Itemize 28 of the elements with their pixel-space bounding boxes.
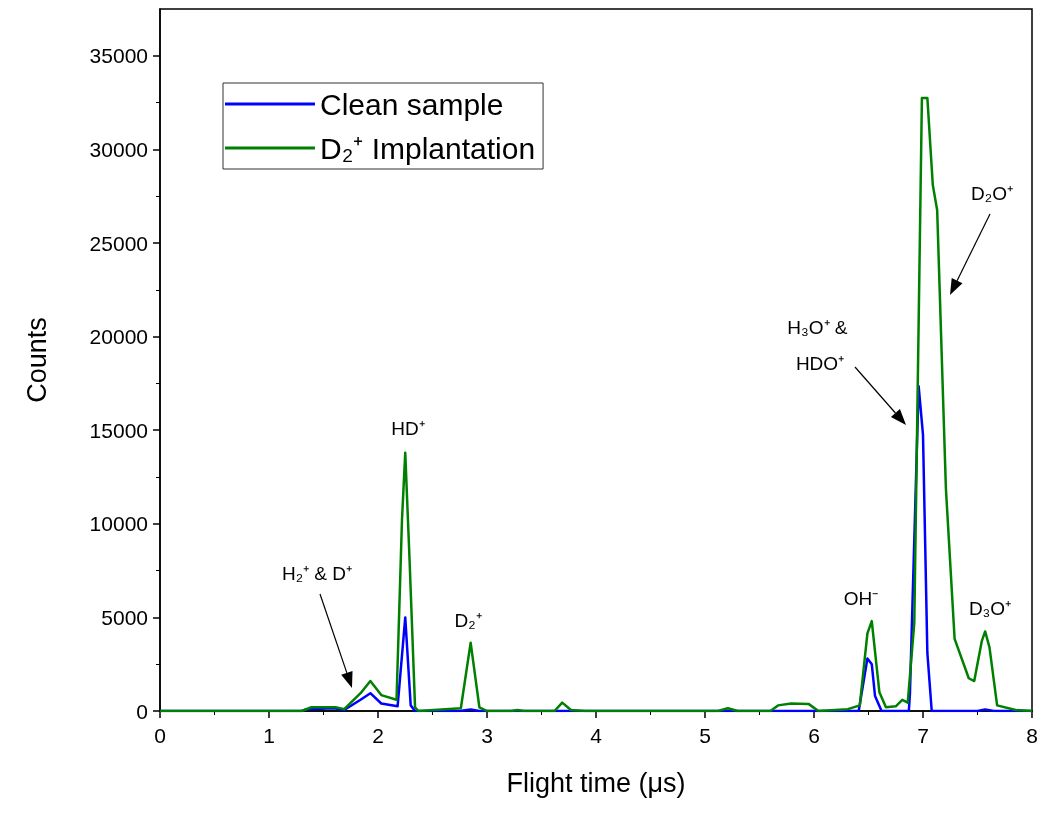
- annotation: H₂⁺ & D⁺: [281, 562, 353, 584]
- annotation: H₃O⁺ & HDO⁺: [787, 316, 853, 374]
- y-axis-title: Counts: [21, 317, 52, 403]
- x-tick-label: 2: [372, 724, 384, 747]
- y-tick-label: 25000: [89, 231, 148, 255]
- x-tick-label: 4: [590, 724, 603, 747]
- x-tick-label: 0: [154, 724, 166, 747]
- x-tick-label: 8: [1026, 724, 1038, 747]
- annotation: D₂⁺: [454, 609, 482, 631]
- y-tick-label: 5000: [101, 605, 148, 629]
- y-tick-label: 30000: [89, 137, 148, 161]
- x-tick-label: 1: [263, 724, 275, 747]
- y-tick-label: 15000: [89, 418, 148, 442]
- y-tick-label: 10000: [89, 512, 148, 536]
- x-axis-title: Flight time (μs): [506, 767, 686, 798]
- legend-label: Clean sample: [320, 87, 504, 121]
- x-tick-label: 6: [808, 724, 820, 747]
- x-tick-label: 3: [481, 724, 493, 747]
- annotation: HD⁺: [391, 417, 425, 439]
- y-tick-label: 35000: [89, 44, 148, 68]
- legend-label: D₂⁺ Implantation: [320, 131, 536, 165]
- annotation: OH⁻: [843, 587, 879, 609]
- x-tick-label: 7: [917, 724, 929, 747]
- annotation: D₂O⁺: [971, 182, 1013, 204]
- y-tick-label: 20000: [89, 325, 148, 349]
- y-tick-label: 0: [136, 699, 148, 723]
- x-tick-label: 5: [699, 724, 711, 747]
- annotation: D₃O⁺: [968, 597, 1012, 619]
